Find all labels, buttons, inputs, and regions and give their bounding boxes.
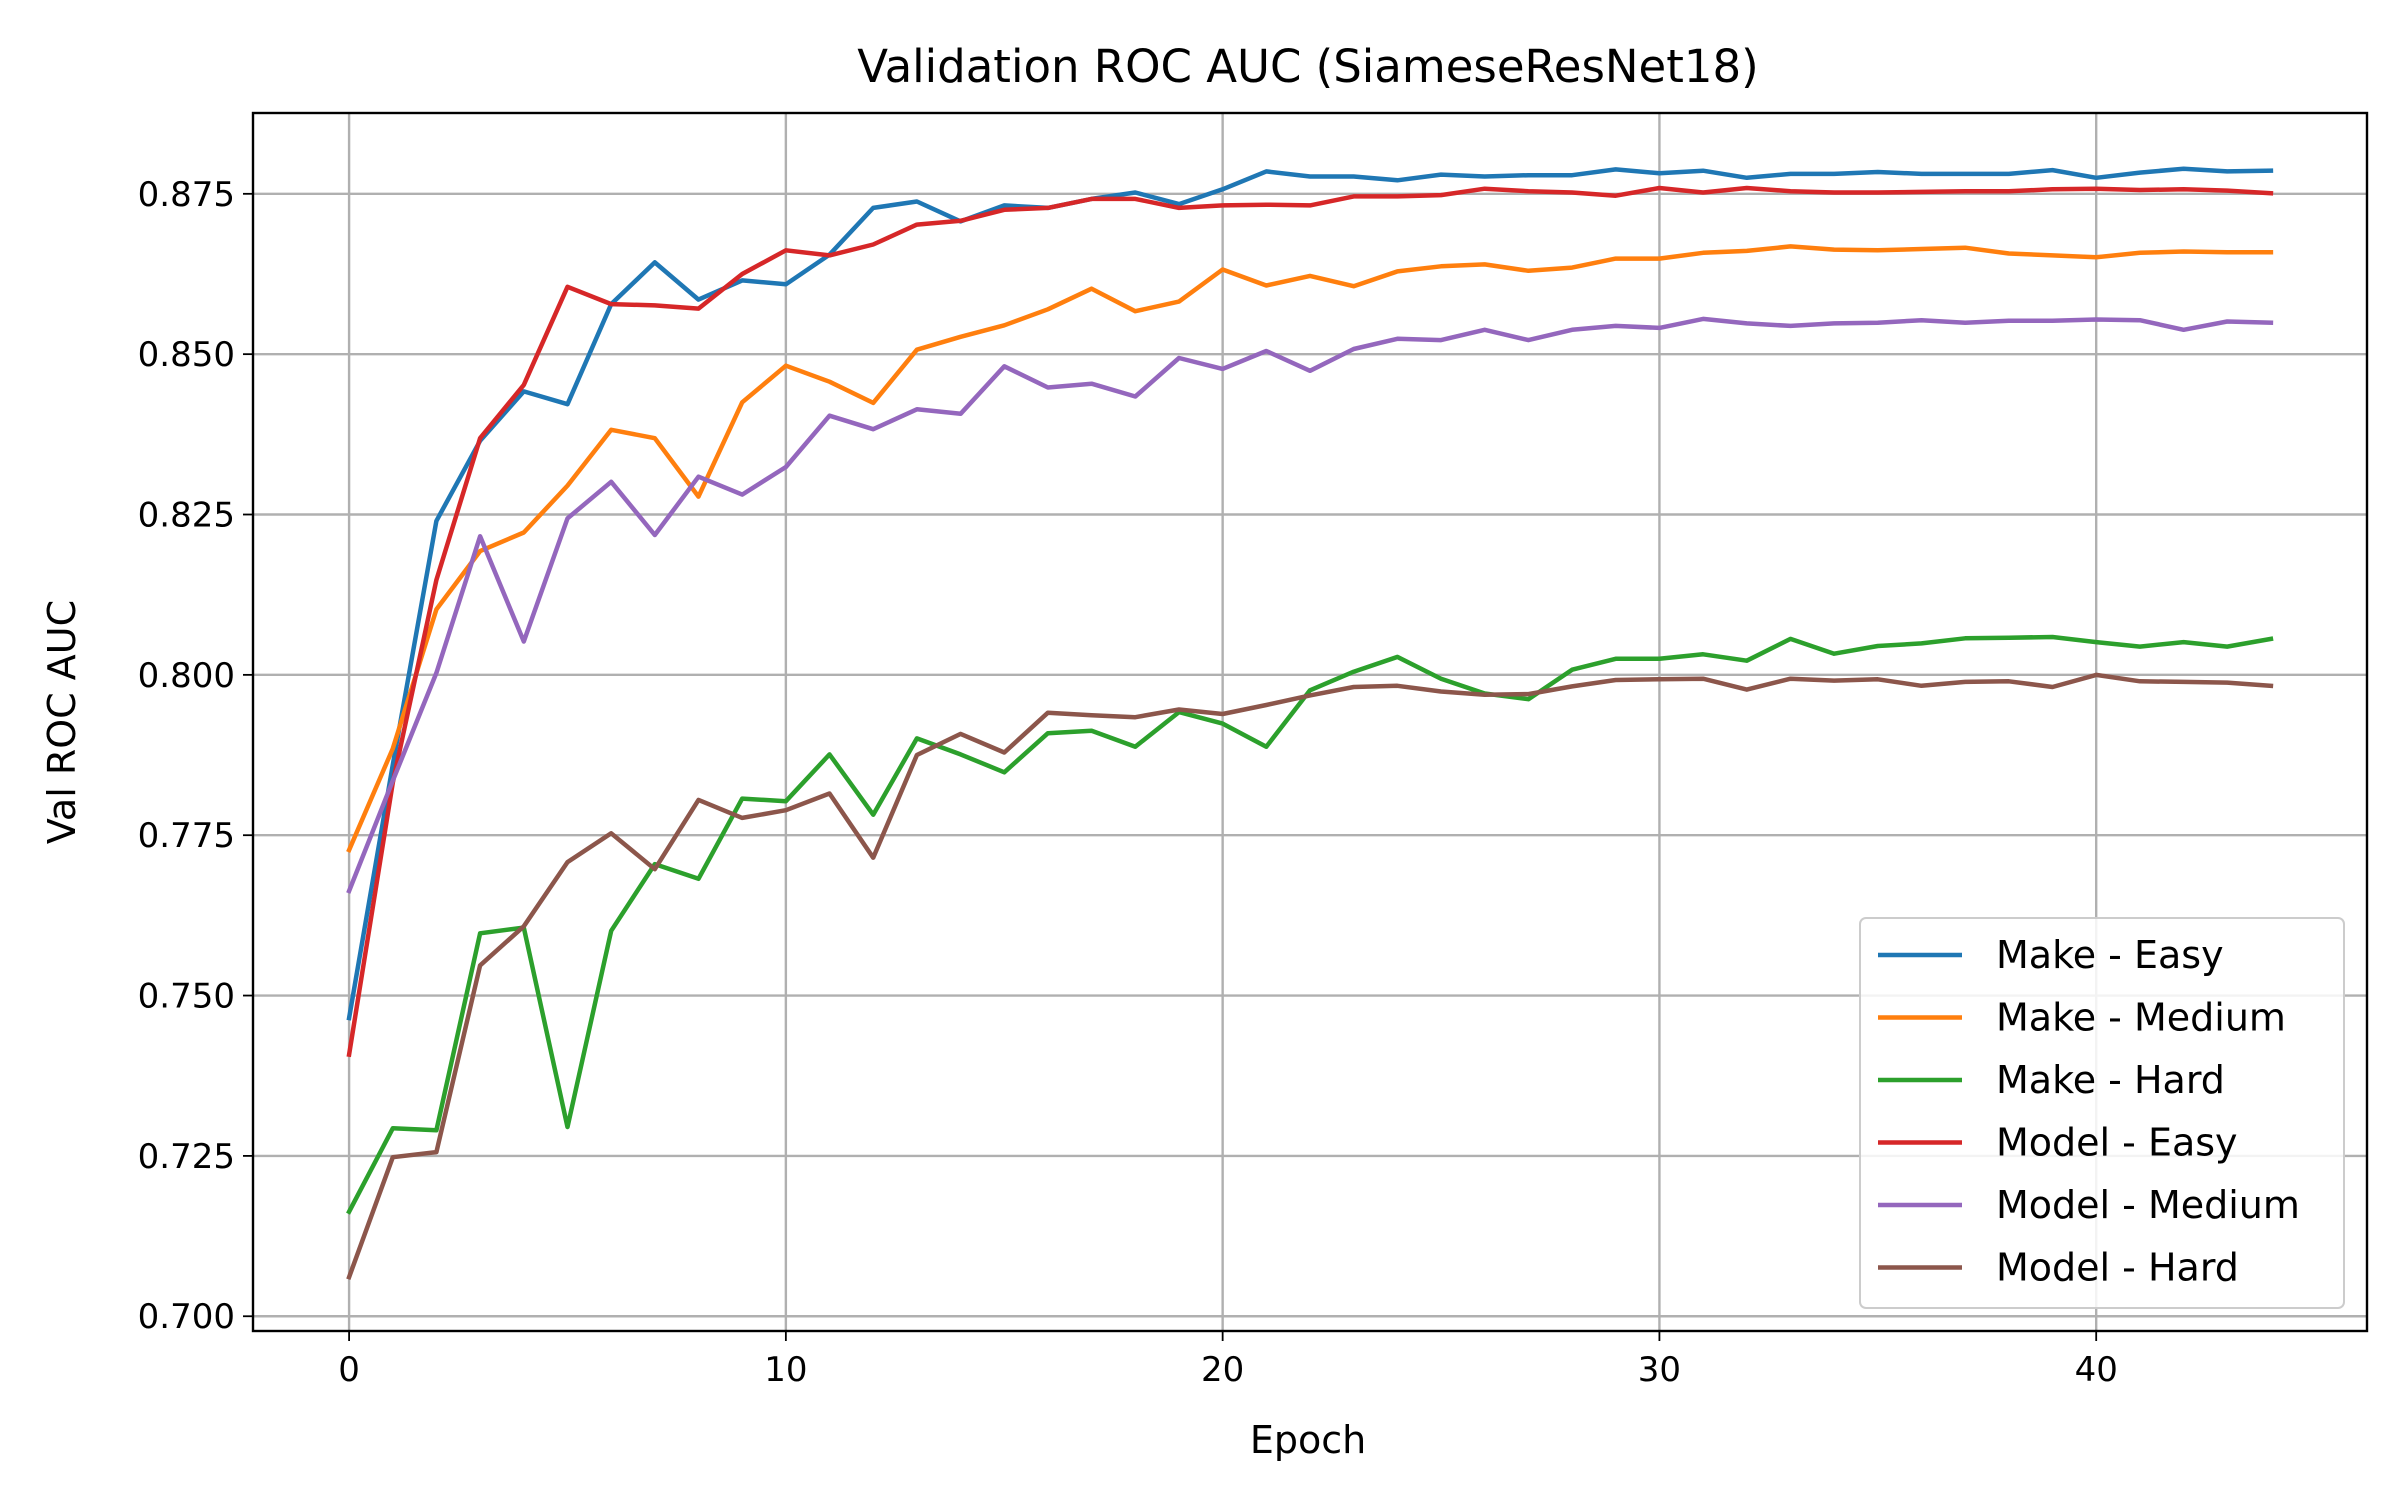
y-tick-label: 0.850 (138, 335, 235, 375)
legend-label: Model - Easy (1996, 1121, 2238, 1165)
series-line-model-hard (346, 672, 2274, 1280)
y-tick-label: 0.775 (138, 816, 235, 856)
y-tick-label: 0.800 (138, 656, 235, 696)
series-line-make-hard (346, 634, 2274, 1215)
x-axis-label: Epoch (1250, 1418, 1366, 1462)
y-axis-ticks: 0.700 0.725 0.750 0.775 0.800 0.825 0.850 0.875 (138, 175, 253, 1337)
axes-frame (251, 111, 2369, 1333)
legend-entry-model-hard: Model - Hard (1878, 1246, 2239, 1290)
y-tick-label: 0.725 (138, 1137, 235, 1177)
series-line-make-medium (346, 244, 2274, 853)
legend-box (1859, 917, 2345, 1309)
chart-title: Validation ROC AUC (SiameseResNet18) (857, 40, 1758, 93)
legend-entry-model-easy: Model - Easy (1878, 1121, 2238, 1165)
legend-label: Model - Hard (1996, 1246, 2239, 1290)
legend-entry-make-medium: Make - Medium (1878, 996, 2286, 1040)
legend-label: Make - Medium (1996, 996, 2286, 1040)
y-tick-label: 0.700 (138, 1297, 235, 1337)
legend-entry-model-medium: Model - Medium (1878, 1183, 2300, 1227)
x-tick-label: 40 (2075, 1350, 2118, 1390)
y-tick-label: 0.750 (138, 977, 235, 1017)
x-tick-label: 20 (1201, 1350, 1244, 1390)
y-tick-label: 0.825 (138, 496, 235, 536)
series-line-model-easy (346, 185, 2274, 1058)
legend: Make - Easy Make - Medium Make - Hard Model… (1859, 917, 2345, 1309)
legend-entry-make-hard: Make - Hard (1878, 1058, 2225, 1102)
y-tick-label: 0.875 (138, 175, 235, 215)
series-line-make-easy (346, 166, 2274, 1021)
series-line-model-medium (346, 316, 2274, 894)
legend-label: Make - Easy (1996, 933, 2224, 977)
x-tick-label: 10 (764, 1350, 807, 1390)
x-axis-ticks: 0 10 20 30 40 (338, 1331, 2118, 1390)
legend-entry-make-easy: Make - Easy (1878, 933, 2224, 977)
x-tick-label: 30 (1638, 1350, 1681, 1390)
series-lines (346, 166, 2274, 1280)
y-axis-label: Val ROC AUC (40, 600, 84, 844)
legend-label: Make - Hard (1996, 1058, 2225, 1102)
legend-entries: Make - Easy Make - Medium Make - Hard Model… (1878, 933, 2300, 1290)
legend-label: Model - Medium (1996, 1183, 2300, 1227)
x-tick-label: 0 (338, 1350, 360, 1390)
